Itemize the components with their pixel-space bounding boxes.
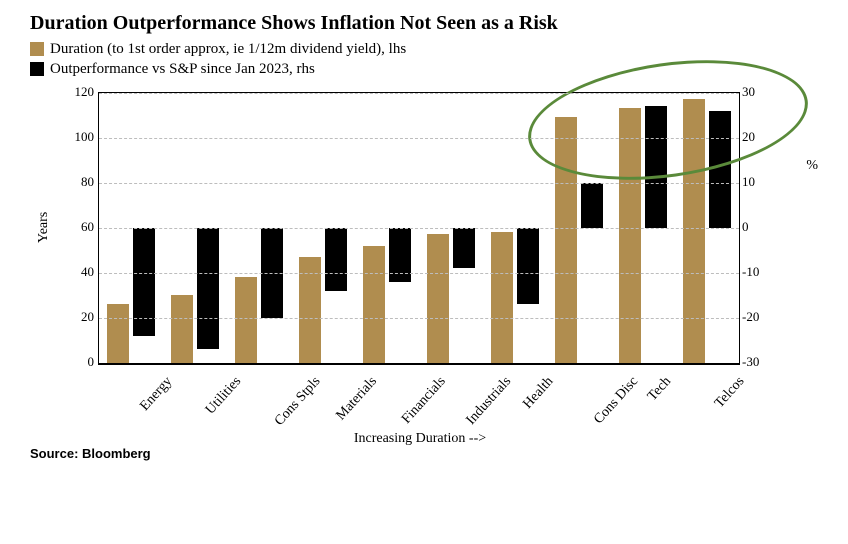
y-left-tick: 60 xyxy=(70,219,94,235)
bar-duration xyxy=(555,117,577,362)
gridline xyxy=(99,318,739,319)
y-left-tick: 0 xyxy=(70,354,94,370)
y-right-tick: 0 xyxy=(742,219,768,235)
category-label: Cons Stpls xyxy=(272,374,324,430)
bar-duration xyxy=(491,232,513,363)
gridline xyxy=(99,228,739,229)
legend-label-1: Duration (to 1st order approx, ie 1/12m … xyxy=(50,39,406,59)
y-right-tick: 20 xyxy=(742,129,768,145)
bar-duration xyxy=(171,295,193,363)
bar-outperf xyxy=(709,111,731,228)
bar-duration xyxy=(427,234,449,362)
source-text: Source: Bloomberg xyxy=(30,446,818,461)
legend-item-1: Duration (to 1st order approx, ie 1/12m … xyxy=(30,39,818,59)
legend-label-2: Outperformance vs S&P since Jan 2023, rh… xyxy=(50,59,315,79)
category-label: Materials xyxy=(333,374,380,424)
category-label: Telcos xyxy=(712,374,748,412)
gridline xyxy=(99,93,739,94)
y-left-tick: 120 xyxy=(70,84,94,100)
category-label: Financials xyxy=(399,374,449,427)
y-right-tick: 30 xyxy=(742,84,768,100)
bar-duration xyxy=(107,304,129,363)
x-axis-title: Increasing Duration --> xyxy=(40,431,800,447)
legend-swatch-2 xyxy=(30,62,44,76)
chart: Years % Increasing Duration --> 02040608… xyxy=(40,86,800,446)
category-label: Energy xyxy=(137,374,176,415)
bar-outperf xyxy=(325,228,347,291)
y-right-tick: 10 xyxy=(742,174,768,190)
y-right-tick: -20 xyxy=(742,309,768,325)
y-left-tick: 100 xyxy=(70,129,94,145)
bar-duration xyxy=(235,277,257,363)
y-left-tick: 40 xyxy=(70,264,94,280)
gridline xyxy=(99,273,739,274)
bar-outperf xyxy=(645,106,667,228)
category-label: Tech xyxy=(645,374,675,405)
y-right-tick: -10 xyxy=(742,264,768,280)
plot-area xyxy=(98,92,740,365)
y-right-tick: -30 xyxy=(742,354,768,370)
bar-outperf xyxy=(581,183,603,228)
bar-outperf xyxy=(517,228,539,305)
bar-outperf xyxy=(453,228,475,269)
y-left-label: Years xyxy=(36,212,52,243)
bar-duration xyxy=(619,108,641,362)
y-right-label: % xyxy=(806,158,818,174)
category-label: Cons Disc xyxy=(591,374,642,428)
bar-outperf xyxy=(197,228,219,350)
legend: Duration (to 1st order approx, ie 1/12m … xyxy=(30,39,818,80)
legend-item-2: Outperformance vs S&P since Jan 2023, rh… xyxy=(30,59,818,79)
y-left-tick: 80 xyxy=(70,174,94,190)
gridline xyxy=(99,138,739,139)
legend-swatch-1 xyxy=(30,42,44,56)
chart-title: Duration Outperformance Shows Inflation … xyxy=(30,12,818,35)
category-label: Health xyxy=(520,374,557,412)
y-left-tick: 20 xyxy=(70,309,94,325)
bar-outperf xyxy=(133,228,155,336)
bar-duration xyxy=(363,246,385,363)
gridline xyxy=(99,183,739,184)
category-label: Utilities xyxy=(203,374,245,418)
bar-duration xyxy=(683,99,705,362)
category-label: Industrials xyxy=(464,374,515,429)
